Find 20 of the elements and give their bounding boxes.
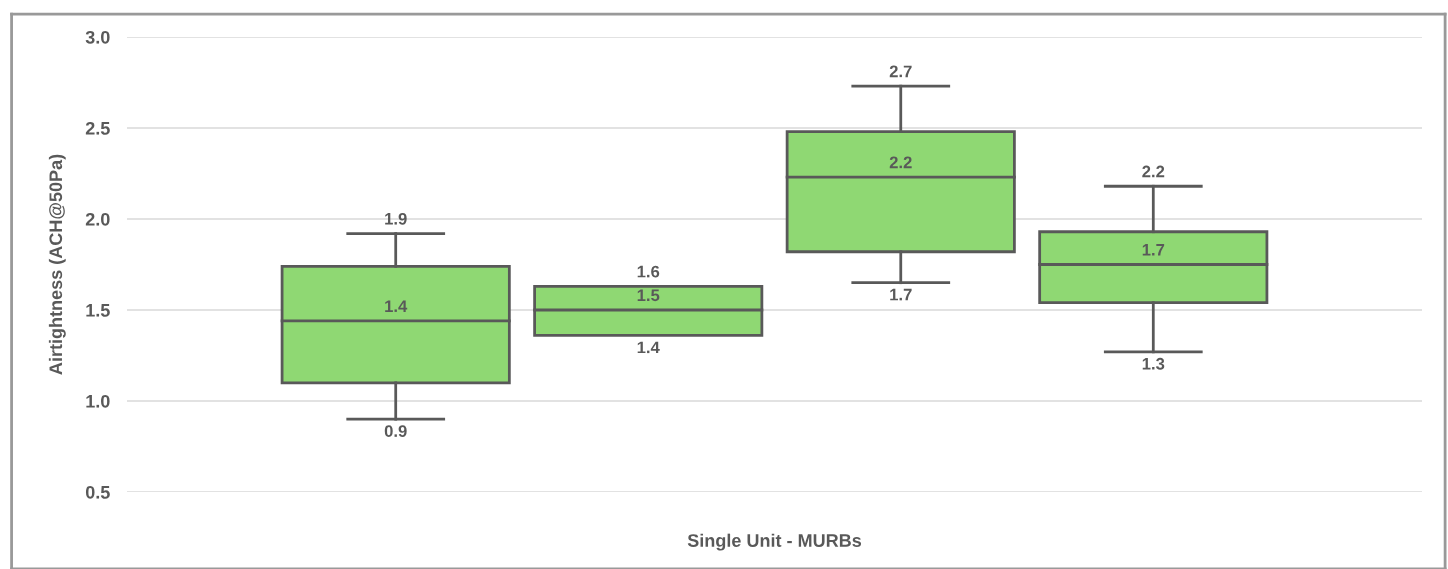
x-tick-label: Single Unit - MURBs — [687, 533, 862, 551]
y-tick-label: 1.0 — [86, 394, 110, 408]
y-axis-title: Airtightness (ACH@50Pa) — [48, 154, 66, 375]
y-tick-label: 2.5 — [85, 121, 110, 135]
text: 1.5 — [637, 289, 660, 302]
y-tick-label: 2.0 — [85, 212, 110, 226]
text: 1.4 — [385, 300, 408, 312]
text: 1.7 — [890, 288, 912, 301]
text: 2.2 — [889, 156, 912, 169]
text: 1.9 — [385, 212, 407, 225]
y-tick-label: 3.0 — [85, 30, 110, 44]
y-tick-label: 1.5 — [86, 304, 110, 317]
text: 2.7 — [889, 65, 912, 78]
text: 1.3 — [1142, 357, 1165, 370]
text: 2.2 — [1142, 165, 1165, 178]
y-tick-label: 0.5 — [85, 485, 110, 499]
text: 1.6 — [637, 265, 660, 278]
text: 1.4 — [637, 341, 660, 354]
text: 0.9 — [384, 425, 407, 437]
text: 1.7 — [1142, 244, 1165, 256]
